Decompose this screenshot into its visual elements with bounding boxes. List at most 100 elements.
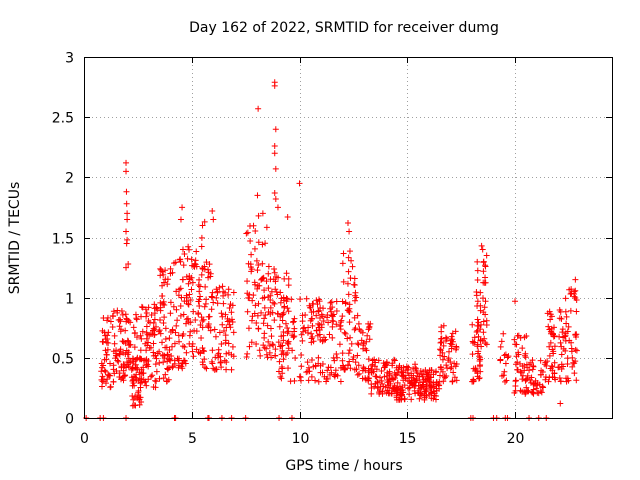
data-point — [254, 312, 261, 319]
data-point — [573, 308, 580, 315]
data-point — [151, 326, 158, 333]
data-point — [328, 308, 335, 315]
data-point — [273, 289, 280, 296]
data-point — [248, 317, 255, 324]
data-point — [561, 333, 568, 340]
data-point — [546, 374, 553, 381]
data-point — [110, 378, 117, 385]
data-point — [285, 282, 292, 289]
data-point — [290, 318, 297, 325]
data-point — [360, 364, 367, 371]
data-point — [159, 282, 166, 289]
data-point — [211, 366, 218, 373]
data-point — [189, 262, 196, 269]
data-point — [262, 312, 269, 319]
data-point — [473, 288, 480, 295]
data-point — [573, 377, 580, 384]
data-point — [229, 318, 236, 325]
data-point — [445, 357, 452, 364]
data-point — [109, 312, 116, 319]
data-point — [481, 279, 488, 286]
data-point — [438, 324, 445, 331]
data-point — [272, 346, 279, 353]
data-point — [131, 330, 138, 337]
data-point — [482, 298, 489, 305]
data-point — [565, 323, 572, 330]
data-point — [348, 257, 355, 264]
data-point — [324, 367, 331, 374]
data-point — [251, 310, 258, 317]
data-point — [478, 343, 485, 350]
data-point — [313, 312, 320, 319]
data-point — [502, 351, 509, 358]
data-point — [225, 340, 232, 347]
data-point — [201, 303, 208, 310]
data-point — [284, 349, 291, 356]
data-point — [333, 350, 340, 357]
data-point — [255, 239, 262, 246]
data-point — [331, 373, 338, 380]
data-point — [423, 370, 430, 377]
data-point — [261, 344, 268, 351]
data-point — [109, 324, 116, 331]
data-point — [346, 248, 353, 255]
data-point — [538, 389, 545, 396]
data-point — [469, 351, 476, 358]
data-point — [265, 293, 272, 300]
data-point — [110, 366, 117, 373]
data-point — [107, 360, 114, 367]
data-point — [160, 279, 167, 286]
data-point — [401, 395, 408, 402]
data-point — [563, 320, 570, 327]
data-point — [201, 364, 208, 371]
data-point — [446, 348, 453, 355]
data-point — [201, 356, 208, 363]
data-point — [355, 362, 362, 369]
data-point — [205, 322, 212, 329]
data-point — [186, 291, 193, 298]
data-point — [478, 242, 485, 249]
data-point — [160, 352, 167, 359]
data-point — [119, 311, 126, 318]
data-point — [139, 304, 146, 311]
data-point — [277, 299, 284, 306]
data-point — [547, 339, 554, 346]
data-point — [210, 299, 217, 306]
data-point — [310, 300, 317, 307]
data-point — [346, 308, 353, 315]
data-point — [319, 338, 326, 345]
data-point — [190, 353, 197, 360]
data-point — [173, 306, 180, 313]
data-point — [502, 360, 509, 367]
data-point — [217, 358, 224, 365]
data-point — [255, 325, 262, 332]
data-point — [276, 358, 283, 365]
data-point — [324, 375, 331, 382]
data-point — [557, 308, 564, 315]
data-point — [246, 343, 253, 350]
data-point — [197, 293, 204, 300]
data-point — [154, 306, 161, 313]
data-point — [160, 320, 167, 327]
data-point — [275, 274, 282, 281]
data-point — [163, 344, 170, 351]
data-point — [187, 297, 194, 304]
data-point — [102, 347, 109, 354]
data-point — [129, 364, 136, 371]
data-point — [209, 208, 216, 215]
data-point — [353, 366, 360, 373]
data-point — [396, 362, 403, 369]
data-point — [175, 357, 182, 364]
data-point — [176, 338, 183, 345]
data-point — [124, 210, 131, 217]
data-point — [143, 362, 150, 369]
data-point — [373, 373, 380, 380]
data-point — [104, 335, 111, 342]
data-point — [497, 357, 504, 364]
data-point — [544, 310, 551, 317]
y-tick-label: 1.5 — [52, 232, 74, 248]
data-point — [223, 350, 230, 357]
data-point — [413, 365, 420, 372]
data-point — [422, 388, 429, 395]
data-point — [267, 304, 274, 311]
